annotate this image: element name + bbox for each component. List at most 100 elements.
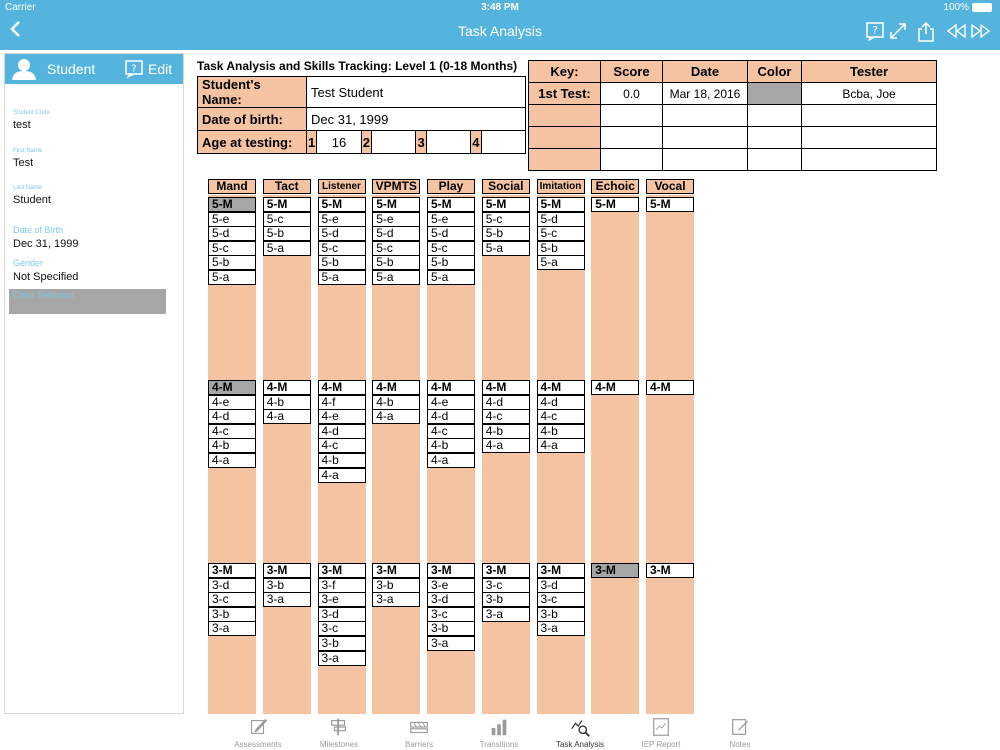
skill-cell[interactable]: 4-b — [481, 423, 530, 439]
skill-cell[interactable]: 5-M — [591, 197, 640, 212]
skill-cell[interactable]: 3-d — [317, 606, 366, 622]
tab-transitions[interactable]: Transitions — [459, 716, 539, 749]
skill-cell[interactable]: 5-b — [481, 226, 530, 242]
skill-cell[interactable]: 3-M — [481, 563, 530, 578]
age-test-value[interactable] — [480, 130, 527, 154]
skill-cell[interactable]: 3-M — [536, 563, 585, 578]
key-cell[interactable] — [662, 148, 748, 171]
skill-cell[interactable]: 4-a — [481, 438, 530, 454]
skill-cell[interactable]: 3-b — [262, 577, 311, 593]
age-test-value[interactable]: 16 — [316, 130, 362, 154]
share-button[interactable] — [916, 21, 936, 42]
skill-cell[interactable]: 5-a — [481, 240, 530, 256]
age-test-value[interactable] — [371, 130, 417, 154]
skill-cell[interactable]: 4-d — [427, 409, 475, 425]
skill-cell[interactable]: 4-c — [317, 438, 366, 454]
skill-cell[interactable]: 4-e — [427, 394, 475, 410]
skill-cell[interactable]: 4-d — [208, 409, 256, 425]
fullscreen-button[interactable] — [888, 21, 908, 41]
skill-cell[interactable]: 3-a — [262, 592, 311, 608]
skill-cell[interactable]: 3-c — [481, 577, 530, 593]
rewind-button[interactable] — [945, 21, 967, 41]
skill-cell[interactable]: 3-b — [427, 621, 475, 637]
skill-cell[interactable]: 5-M — [427, 197, 475, 212]
skill-cell[interactable]: 4-M — [481, 380, 530, 395]
skill-cell[interactable]: 3-M — [427, 563, 475, 578]
skill-cell[interactable]: 3-e — [427, 577, 475, 593]
key-cell[interactable] — [662, 126, 748, 149]
key-cell[interactable] — [747, 148, 802, 171]
skill-cell[interactable]: 5-e — [372, 211, 421, 227]
skill-cell[interactable]: 4-a — [536, 438, 585, 454]
skill-cell[interactable]: 5-d — [427, 226, 475, 242]
key-cell[interactable] — [600, 126, 663, 149]
skill-cell[interactable]: 4-M — [536, 380, 585, 395]
skill-cell[interactable]: 4-d — [317, 423, 366, 439]
key-cell[interactable] — [747, 82, 802, 105]
skill-cell[interactable]: 5-M — [317, 197, 366, 212]
skill-cell[interactable]: 3-c — [536, 592, 585, 608]
tab-iep-report[interactable]: IEP Report — [621, 716, 701, 749]
skill-cell[interactable]: 4-b — [208, 438, 256, 454]
skill-cell[interactable]: 4-d — [481, 394, 530, 410]
skill-cell[interactable]: 3-d — [208, 577, 256, 593]
skill-cell[interactable]: 4-a — [372, 409, 421, 425]
skill-cell[interactable]: 5-c — [208, 240, 256, 256]
tab-milestones[interactable]: Milestones — [299, 716, 379, 749]
skill-cell[interactable]: 5-b — [536, 240, 585, 256]
key-cell[interactable] — [801, 126, 937, 149]
skill-cell[interactable]: 5-M — [536, 197, 585, 212]
skill-cell[interactable]: 5-b — [262, 226, 311, 242]
skill-cell[interactable]: 4-M — [262, 380, 311, 395]
skill-cell[interactable]: 5-a — [427, 270, 475, 285]
skill-cell[interactable]: 3-a — [317, 650, 366, 666]
skill-cell[interactable]: 5-M — [372, 197, 421, 212]
help-button[interactable]: ? — [865, 21, 885, 42]
skill-cell[interactable]: 5-a — [262, 240, 311, 256]
tab-task-analysis[interactable]: Task Analysis — [540, 716, 620, 749]
skill-cell[interactable]: 3-c — [208, 592, 256, 608]
skill-cell[interactable]: 4-f — [317, 394, 366, 410]
skill-cell[interactable]: 3-b — [536, 606, 585, 622]
skill-cell[interactable]: 5-e — [427, 211, 475, 227]
skill-cell[interactable]: 3-b — [208, 606, 256, 622]
skill-cell[interactable]: 4-b — [262, 394, 311, 410]
skill-cell[interactable]: 5-d — [372, 226, 421, 242]
key-cell[interactable] — [747, 126, 802, 149]
skill-cell[interactable]: 5-b — [427, 255, 475, 271]
skill-cell[interactable]: 5-a — [317, 270, 366, 285]
skill-cell[interactable]: 5-b — [372, 255, 421, 271]
skill-cell[interactable]: 3-a — [536, 621, 585, 637]
skill-cell[interactable]: 4-a — [317, 467, 366, 483]
skill-cell[interactable]: 4-M — [372, 380, 421, 395]
skill-cell[interactable]: 4-a — [208, 453, 256, 468]
skill-cell[interactable]: 4-d — [536, 394, 585, 410]
skill-cell[interactable]: 3-b — [481, 592, 530, 608]
skill-cell[interactable]: 5-M — [481, 197, 530, 212]
skill-cell[interactable]: 3-M — [262, 563, 311, 578]
skill-cell[interactable]: 5-c — [262, 211, 311, 227]
skill-cell[interactable]: 3-M — [372, 563, 421, 578]
key-cell[interactable]: Bcba, Joe — [801, 82, 937, 105]
skill-cell[interactable]: 3-d — [427, 592, 475, 608]
skill-cell[interactable]: 5-a — [536, 255, 585, 271]
key-cell[interactable] — [600, 148, 663, 171]
fast-forward-button[interactable] — [970, 21, 992, 41]
skill-cell[interactable]: 5-M — [646, 197, 694, 212]
key-cell[interactable]: 0.0 — [600, 82, 663, 105]
age-test-value[interactable] — [425, 130, 472, 154]
skill-cell[interactable]: 4-b — [427, 438, 475, 454]
key-cell[interactable] — [662, 104, 748, 127]
skill-cell[interactable]: 4-c — [481, 409, 530, 425]
skill-cell[interactable]: 5-d — [536, 211, 585, 227]
key-cell[interactable] — [747, 104, 802, 127]
skill-cell[interactable]: 4-b — [372, 394, 421, 410]
skill-cell[interactable]: 3-M — [208, 563, 256, 578]
skill-cell[interactable]: 5-M — [208, 197, 256, 212]
tab-notes[interactable]: Notes — [700, 716, 780, 749]
edit-button[interactable]: Edit — [148, 61, 173, 77]
skill-cell[interactable]: 4-e — [208, 394, 256, 410]
skill-cell[interactable]: 3-b — [372, 577, 421, 593]
skill-cell[interactable]: 4-M — [427, 380, 475, 395]
skill-cell[interactable]: 5-e — [317, 211, 366, 227]
